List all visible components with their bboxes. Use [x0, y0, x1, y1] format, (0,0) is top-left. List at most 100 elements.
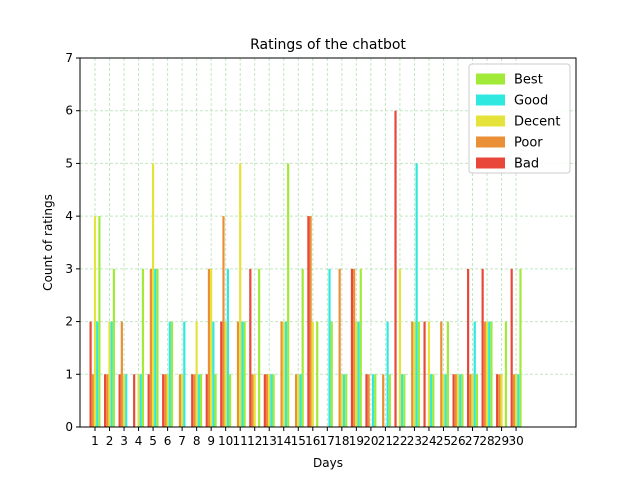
bar-decent — [456, 374, 460, 427]
legend-swatch-bad — [476, 157, 505, 169]
bar-decent — [355, 321, 358, 427]
bar-good — [110, 321, 113, 427]
x-tick-label: 26 — [450, 434, 465, 448]
bar-good — [386, 321, 389, 427]
bar-poor — [164, 374, 167, 427]
bar-poor — [483, 321, 486, 427]
x-tick-label: 13 — [262, 434, 277, 448]
bar-decent — [166, 374, 169, 427]
x-tick-label: 5 — [149, 434, 157, 448]
x-tick-label: 10 — [218, 434, 233, 448]
bar-poor — [120, 321, 123, 427]
bar-good — [328, 268, 331, 427]
x-tick-label: 19 — [349, 434, 364, 448]
bar-poor — [178, 374, 182, 427]
x-tick-label: 8 — [193, 434, 201, 448]
x-tick-label: 17 — [320, 434, 335, 448]
bar-best — [141, 268, 145, 427]
bar-decent — [268, 374, 271, 427]
bar-poor — [367, 374, 370, 427]
bar-good — [197, 374, 200, 427]
bar-good — [139, 374, 142, 427]
bar-good — [401, 374, 404, 427]
bar-decent — [485, 321, 489, 427]
y-tick-label: 6 — [65, 104, 73, 118]
bar-best — [475, 374, 479, 427]
bar-best — [359, 268, 362, 427]
bar-bad — [133, 374, 136, 427]
bar-good — [284, 321, 288, 427]
bar-good — [459, 374, 462, 427]
bar-poor — [454, 374, 457, 427]
bar-best — [228, 374, 232, 427]
bar-poor — [222, 216, 225, 427]
bar-good — [517, 374, 520, 427]
bar-bad — [394, 110, 397, 427]
bar-decent — [311, 321, 314, 427]
bar-poor — [440, 321, 443, 427]
bar-good — [371, 374, 375, 427]
x-tick-label: 9 — [207, 434, 215, 448]
bar-bad — [147, 374, 150, 427]
bar-bad — [467, 268, 470, 427]
bar-decent — [195, 321, 198, 427]
bar-poor — [294, 374, 298, 427]
x-tick-label: 7 — [178, 434, 186, 448]
bar-bad — [104, 374, 107, 427]
x-tick-label: 4 — [135, 434, 143, 448]
bar-poor — [193, 374, 196, 427]
bar-bad — [510, 268, 513, 427]
bar-bad — [249, 268, 252, 427]
bar-bad — [191, 374, 194, 427]
bar-decent — [398, 268, 402, 427]
bar-best — [258, 268, 261, 427]
bar-decent — [239, 163, 242, 427]
bar-best — [214, 374, 217, 427]
bar-good — [96, 321, 99, 427]
bar-bad — [481, 268, 484, 427]
bar-bad — [89, 321, 92, 427]
bar-decent — [340, 374, 343, 427]
bar-good — [154, 268, 157, 427]
bar-best — [156, 268, 159, 427]
bar-decent — [427, 321, 431, 427]
bar-decent — [471, 374, 474, 427]
bars-layer — [89, 110, 522, 427]
bar-decent — [500, 374, 503, 427]
bar-best — [112, 268, 116, 427]
bar-bad — [263, 374, 266, 427]
bar-bad — [162, 374, 165, 427]
bar-decent — [93, 216, 97, 427]
x-tick-label: 12 — [247, 434, 262, 448]
bar-best — [330, 321, 333, 427]
bar-decent — [253, 374, 256, 427]
x-tick-label: 16 — [305, 434, 320, 448]
bar-decent — [137, 374, 140, 427]
bar-good — [168, 321, 171, 427]
bar-decent — [151, 163, 155, 427]
legend-swatch-best — [476, 73, 505, 85]
bar-decent — [514, 374, 518, 427]
x-tick-label: 3 — [120, 434, 128, 448]
bar-poor — [498, 374, 501, 427]
legend-label-poor: Poor — [514, 136, 543, 151]
x-tick-label: 1 — [91, 434, 99, 448]
bar-bad — [365, 374, 368, 427]
legend-swatch-good — [476, 94, 505, 106]
legend-swatch-poor — [476, 136, 505, 148]
bar-poor — [353, 268, 356, 427]
bar-poor — [251, 374, 254, 427]
x-tick-label: 29 — [494, 434, 509, 448]
bar-best — [504, 321, 508, 427]
bar-poor — [236, 321, 240, 427]
bar-bad — [205, 374, 208, 427]
legend: Best Good Decent Poor Bad — [468, 63, 571, 174]
x-tick-label: 14 — [276, 434, 291, 448]
bar-best — [316, 321, 319, 427]
bar-bad — [496, 374, 499, 427]
legend-label-bad: Bad — [514, 157, 539, 172]
bar-bad — [423, 321, 426, 427]
legend-swatch-decent — [476, 115, 505, 127]
